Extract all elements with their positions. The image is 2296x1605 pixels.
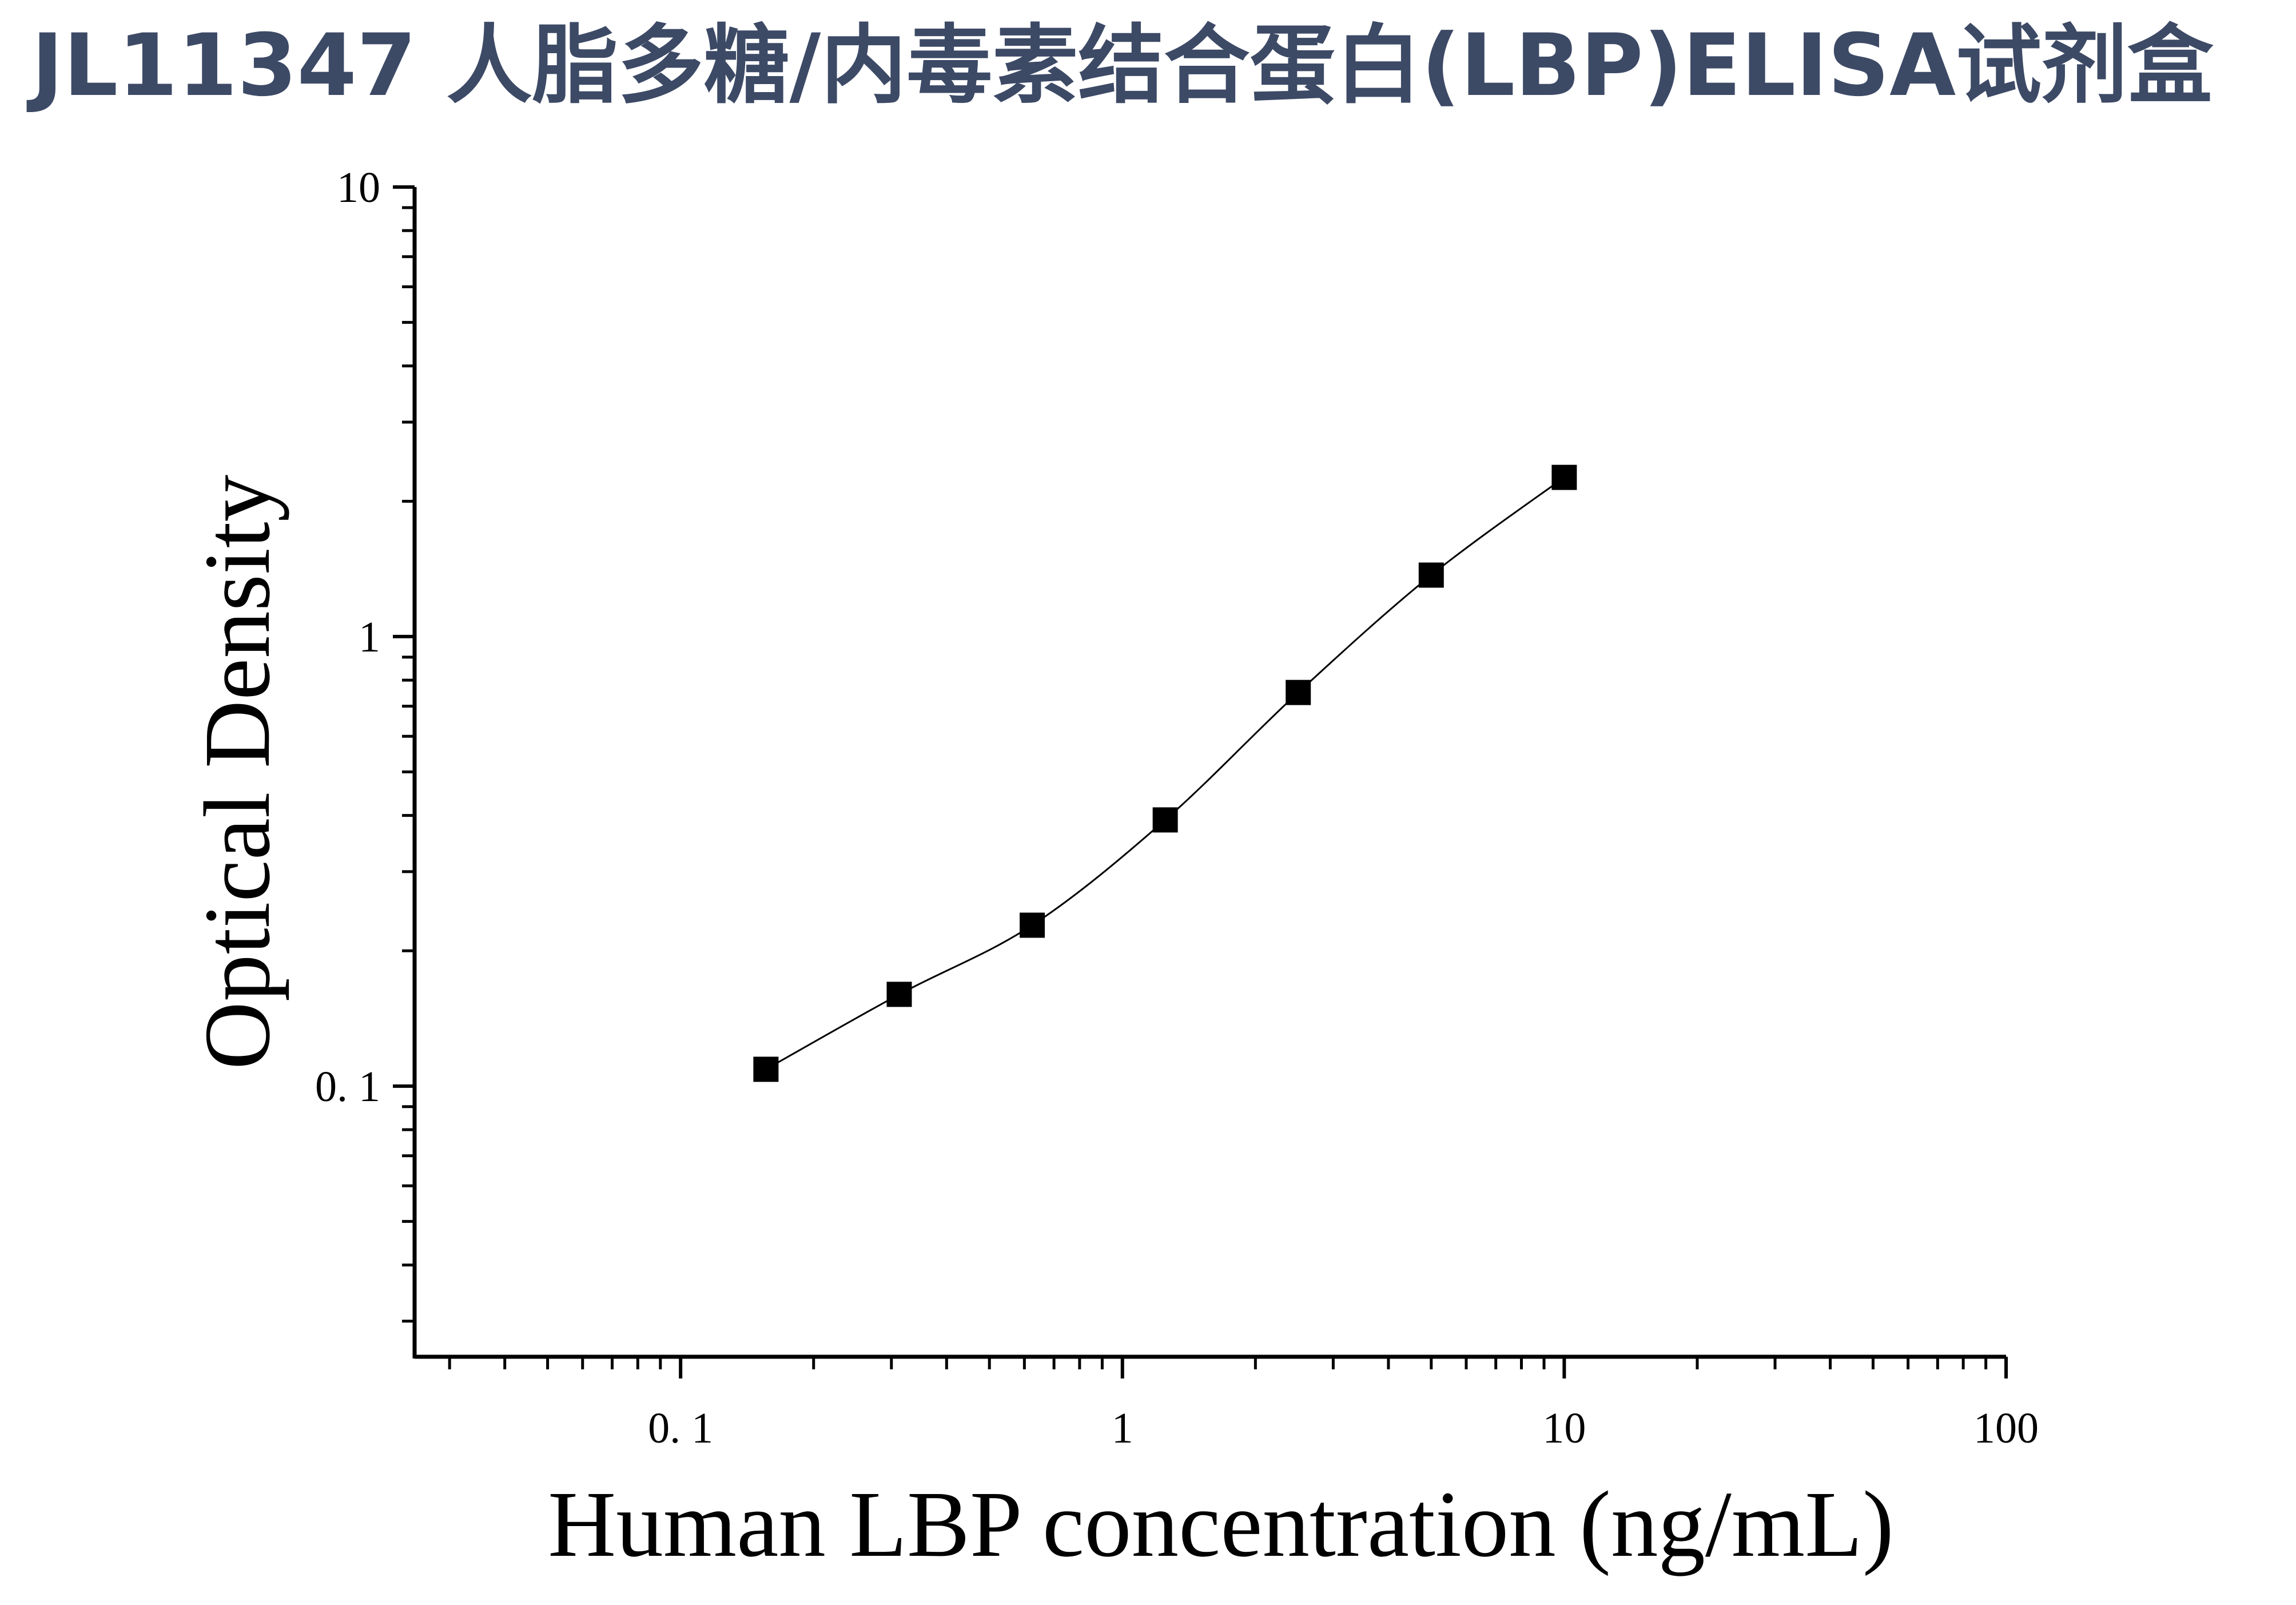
data-point xyxy=(886,982,912,1007)
data-point xyxy=(1551,464,1577,490)
x-tick-label: 10 xyxy=(1542,1404,1586,1452)
page-title: JL11347 人脂多糖/内毒素结合蛋白(LBP)ELISA试剂盒 xyxy=(31,16,2214,116)
x-axis-title: Human LBP concentration (ng/mL) xyxy=(548,1472,1894,1576)
x-tick-label: 1 xyxy=(1112,1404,1133,1452)
tick-labels: 0. 1 1 10 100 10 1 0. 1 xyxy=(315,164,2039,1452)
y-tick-label: 10 xyxy=(337,164,380,212)
x-tick-label: 100 xyxy=(1973,1404,2039,1452)
fit-curve-layer xyxy=(765,476,1565,1070)
data-point xyxy=(1418,562,1444,588)
data-point xyxy=(1020,912,1045,938)
y-tick-label: 0. 1 xyxy=(315,1063,380,1111)
data-points xyxy=(753,464,1577,1082)
x-tick-label: 0. 1 xyxy=(648,1404,713,1452)
data-point xyxy=(1152,807,1178,833)
y-axis-title: Optical Density xyxy=(185,475,289,1070)
fit-curve xyxy=(765,476,1565,1070)
data-point xyxy=(753,1056,779,1082)
y-tick-label: 1 xyxy=(359,613,380,661)
data-point xyxy=(1286,680,1311,705)
axes xyxy=(393,185,2008,1378)
